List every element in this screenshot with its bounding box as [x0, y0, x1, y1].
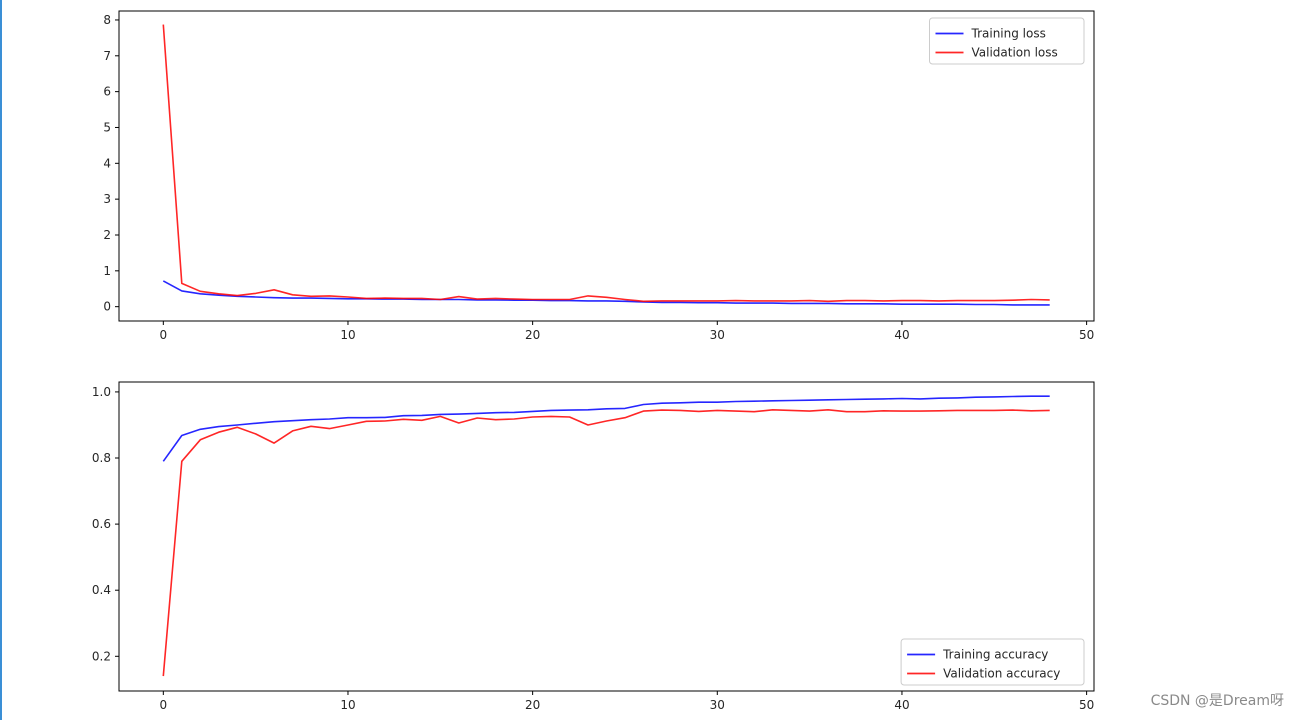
loss-y-tick-label: 0: [103, 300, 111, 314]
loss-chart: 0 10 20 30 40 50 0 1 2 3 4 5 6 7 8 Training loss Validat…: [103, 10, 1095, 342]
loss-x-tick-label: 50: [1079, 328, 1094, 342]
loss-legend-label-1: Training loss: [971, 27, 1046, 41]
accuracy-x-tick-label: 10: [340, 698, 355, 712]
loss-y-tick-label: 4: [103, 156, 111, 170]
loss-x-tick-label: 10: [340, 328, 355, 342]
accuracy-y-tick-label: 1.0: [92, 385, 111, 399]
loss-y-tick-label: 2: [103, 228, 111, 242]
accuracy-x-tick-label: 0: [159, 698, 167, 712]
loss-x-tick-label: 40: [894, 328, 909, 342]
accuracy-y-tick-label: 0.6: [92, 517, 111, 531]
accuracy-x-tick-label: 20: [525, 698, 540, 712]
loss-y-tick-label: 3: [103, 192, 111, 206]
accuracy-axes-frame: [118, 381, 1095, 692]
loss-axes-frame: [118, 10, 1095, 322]
loss-series-line-1: [162, 280, 1050, 306]
accuracy-x-tick-label: 40: [894, 698, 909, 712]
accuracy-series-line-1: [162, 395, 1050, 462]
loss-y-tick-label: 5: [103, 120, 111, 134]
loss-x-tick-label: 30: [710, 328, 725, 342]
loss-y-tick-label: 7: [103, 49, 111, 63]
accuracy-y-tick-label: 0.4: [92, 583, 111, 597]
loss-series-line-2: [162, 24, 1050, 303]
loss-y-tick-label: 8: [103, 13, 111, 27]
loss-legend-box: [929, 17, 1085, 65]
accuracy-y-tick-label: 0.8: [92, 451, 111, 465]
watermark: CSDN @是Dream呀: [1150, 693, 1284, 709]
accuracy-legend-box: [900, 638, 1085, 686]
accuracy-x-tick-label: 50: [1079, 698, 1094, 712]
loss-y-tick-label: 6: [103, 85, 111, 99]
loss-legend: Training loss Validation loss: [929, 17, 1085, 65]
accuracy-legend-label-1: Training accuracy: [942, 648, 1048, 662]
accuracy-y-tick-label: 0.2: [92, 649, 111, 663]
accuracy-series-line-2: [162, 408, 1050, 677]
accuracy-x-tick-label: 30: [710, 698, 725, 712]
loss-x-tick-label: 20: [525, 328, 540, 342]
loss-y-tick-label: 1: [103, 264, 111, 278]
loss-x-tick-label: 0: [159, 328, 167, 342]
accuracy-legend: Training accuracy Validation accuracy: [900, 638, 1085, 686]
loss-legend-label-2: Validation loss: [972, 46, 1058, 60]
left-edge-rule: [0, 0, 2, 720]
accuracy-legend-label-2: Validation accuracy: [943, 667, 1060, 681]
accuracy-chart: 0 10 20 30 40 50 0.2 0.4 0.6 0.8 1.0 Training accur…: [92, 381, 1095, 712]
